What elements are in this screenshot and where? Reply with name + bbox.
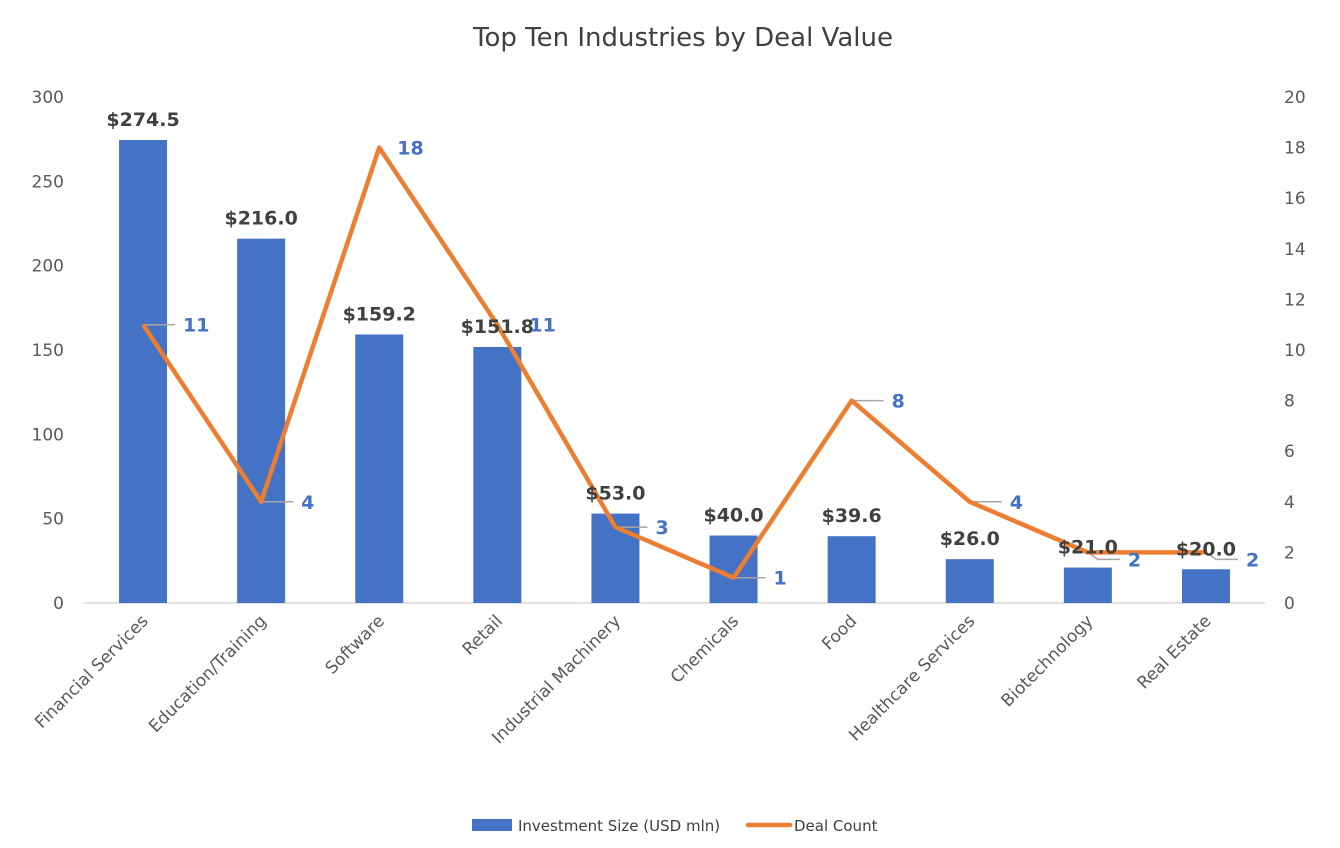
bar [827, 536, 876, 603]
line-value-label: 11 [529, 315, 555, 337]
y-right-tick-label: 18 [1284, 139, 1306, 159]
chart-title: Top Ten Industries by Deal Value [472, 23, 893, 53]
bar [1181, 569, 1230, 603]
bar [473, 346, 522, 603]
y-right-tick-label: 20 [1284, 88, 1306, 108]
line-value-label: 4 [1010, 492, 1023, 514]
y-left-tick-label: 150 [32, 341, 64, 361]
y-left-tick-label: 200 [32, 257, 64, 277]
category-label: Retail [459, 611, 507, 659]
bar-value-label: $26.0 [940, 528, 1000, 550]
y-right-tick-label: 6 [1284, 442, 1295, 462]
leader-line [1087, 551, 1120, 561]
line-value-label: 1 [774, 568, 787, 590]
bar-value-label: $53.0 [585, 483, 645, 505]
category-label: Healthcare Services [845, 611, 979, 745]
y-right-tick-label: 12 [1284, 290, 1306, 310]
bar-value-label: $20.0 [1176, 538, 1236, 560]
category-label: Financial Services [31, 611, 152, 732]
category-label: Real Estate [1134, 611, 1216, 693]
y-left-tick-label: 0 [53, 594, 64, 614]
legend: Investment Size (USD mln) Deal Count [472, 817, 878, 835]
y-right-tick-label: 0 [1284, 594, 1295, 614]
y-right-tick-label: 16 [1284, 189, 1306, 209]
bar-value-label: $159.2 [343, 303, 416, 325]
category-label: Food [818, 611, 861, 654]
bar-series [119, 140, 1230, 603]
y-right-tick-label: 14 [1284, 240, 1306, 260]
bar-value-label: $151.8 [461, 316, 534, 338]
y-left-tick-label: 250 [32, 172, 64, 192]
bar-value-label: $216.0 [224, 208, 297, 230]
leader-line [1205, 551, 1238, 561]
line-value-label: 4 [301, 492, 314, 514]
line-value-label: 2 [1128, 549, 1141, 571]
category-label: Chemicals [667, 611, 743, 687]
bar-value-label: $21.0 [1058, 537, 1118, 559]
category-label: Software [322, 611, 389, 678]
bar [945, 559, 994, 603]
bar-value-label: $40.0 [703, 505, 763, 527]
category-label: Industrial Machinery [488, 611, 625, 748]
bar [119, 140, 168, 603]
line-value-label: 3 [655, 517, 668, 539]
y-axis-right: 0 2 4 6 8 10 12 14 16 18 20 [1284, 88, 1306, 614]
y-left-tick-label: 100 [32, 425, 64, 445]
y-left-tick-label: 50 [42, 510, 64, 530]
y-axis-left: 0 50 100 150 200 250 300 [32, 88, 64, 614]
y-right-tick-label: 8 [1284, 392, 1295, 412]
line-value-label: 11 [183, 315, 209, 337]
legend-label-line: Deal Count [794, 817, 878, 835]
line-value-label: 8 [892, 391, 905, 413]
y-right-tick-label: 2 [1284, 543, 1295, 563]
y-right-tick-label: 10 [1284, 341, 1306, 361]
bar [355, 334, 404, 603]
bar [237, 238, 286, 603]
bar [1063, 567, 1112, 603]
y-right-tick-label: 4 [1284, 493, 1295, 513]
y-left-tick-label: 300 [32, 88, 64, 108]
line-value-label: 18 [397, 138, 423, 160]
bar-value-label: $39.6 [822, 505, 882, 527]
leader-lines [143, 323, 1238, 579]
legend-label-bar: Investment Size (USD mln) [518, 817, 720, 835]
category-label: Biotechnology [998, 611, 1098, 711]
legend-swatch-bar [472, 819, 512, 831]
bar-data-labels: $274.5 $216.0 $159.2 $151.8 $53.0 $40.0 $39.6 $… [106, 109, 1236, 560]
category-label: Education/Training [145, 611, 270, 736]
deal-count-line [141, 145, 1206, 580]
line-value-label: 2 [1246, 549, 1259, 571]
bar-value-label: $274.5 [106, 109, 179, 131]
